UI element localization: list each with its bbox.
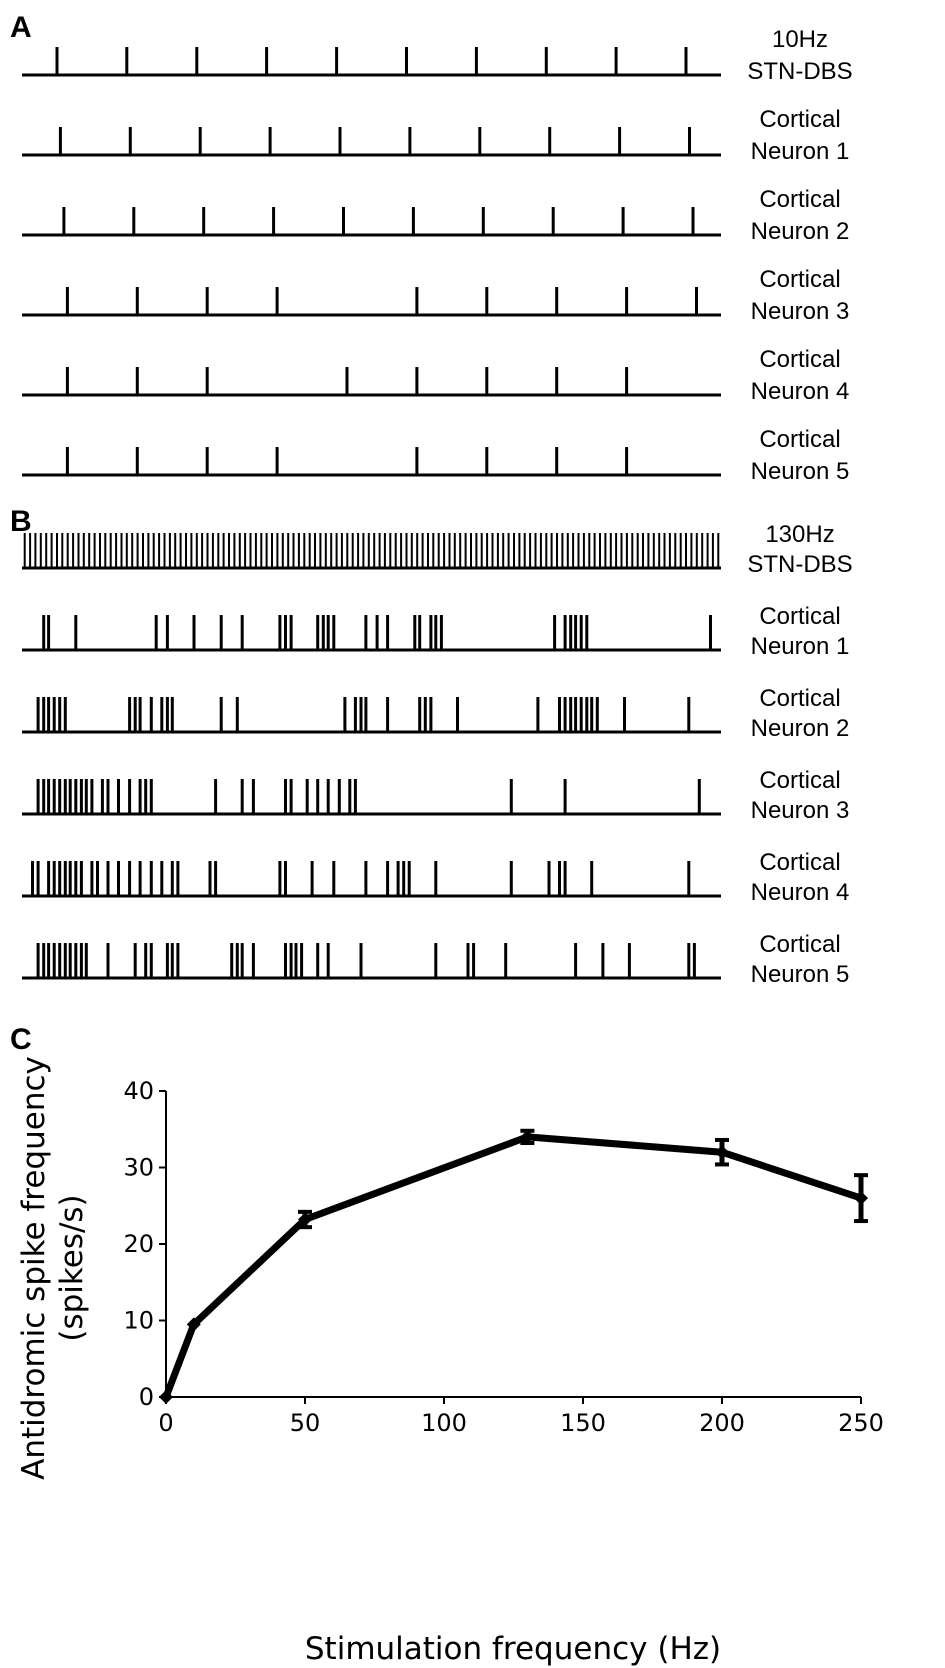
panel-c: C 0 10 20 30 40 0 50 100 150 200 250 Stimulation … bbox=[10, 1023, 884, 1667]
line-plot: 0 10 20 30 40 0 50 100 150 200 250 Stimulation fr… bbox=[16, 1056, 884, 1667]
y-tick-label: 40 bbox=[123, 1077, 154, 1105]
raster-row: Cortical Neuron 3 bbox=[22, 767, 849, 824]
raster-a: 10Hz STN-DBS Cortical Neuron 1 Cortical … bbox=[22, 26, 853, 485]
raster-row-spikes bbox=[23, 533, 720, 568]
raster-row-spikes bbox=[31, 861, 691, 896]
raster-row: Cortical Neuron 1 bbox=[22, 106, 849, 165]
x-tick-label: 50 bbox=[290, 1409, 321, 1437]
raster-row-spikes bbox=[58, 127, 691, 155]
y-axis-title-line-2: (spikes/s) bbox=[54, 1194, 90, 1341]
row-label-line-2: Neuron 2 bbox=[751, 218, 850, 245]
row-label-line-2: Neuron 1 bbox=[751, 633, 850, 660]
row-label-line-1: Cortical bbox=[759, 603, 840, 630]
x-tick-label: 250 bbox=[838, 1409, 884, 1437]
raster-row: 130Hz STN-DBS bbox=[22, 521, 853, 578]
raster-row-spikes bbox=[62, 207, 695, 235]
raster-row: Cortical Neuron 5 bbox=[22, 931, 849, 988]
row-label-line-2: STN-DBS bbox=[747, 58, 852, 85]
y-tick-label: 0 bbox=[139, 1383, 154, 1411]
raster-row: Cortical Neuron 5 bbox=[22, 426, 849, 485]
x-tick-label: 200 bbox=[699, 1409, 745, 1437]
panel-b-letter: B bbox=[10, 505, 32, 538]
raster-row: 10Hz STN-DBS bbox=[22, 26, 853, 85]
raster-row-spikes bbox=[36, 697, 691, 732]
row-label-line-1: Cortical bbox=[759, 346, 840, 373]
row-label-line-1: 130Hz bbox=[765, 521, 834, 548]
raster-row-spikes bbox=[36, 779, 701, 814]
x-tick-label: 150 bbox=[560, 1409, 606, 1437]
data-point bbox=[520, 1129, 535, 1144]
row-label-line-2: Neuron 5 bbox=[751, 961, 850, 988]
raster-row: Cortical Neuron 1 bbox=[22, 603, 849, 660]
x-ticks: 0 50 100 150 200 250 bbox=[158, 1397, 884, 1437]
data-point bbox=[298, 1212, 312, 1227]
y-tick-label: 30 bbox=[123, 1154, 154, 1182]
panel-c-letter: C bbox=[10, 1023, 32, 1056]
data-point bbox=[854, 1191, 868, 1206]
raster-row: Cortical Neuron 4 bbox=[22, 849, 849, 906]
raster-row: Cortical Neuron 2 bbox=[22, 186, 849, 245]
row-label-line-2: Neuron 4 bbox=[751, 378, 850, 405]
raster-row: Cortical Neuron 3 bbox=[22, 266, 849, 325]
row-label-line-1: 10Hz bbox=[772, 26, 828, 53]
row-label-line-1: Cortical bbox=[759, 186, 840, 213]
data-point bbox=[186, 1317, 201, 1332]
data-point bbox=[159, 1390, 173, 1404]
row-label-line-1: Cortical bbox=[759, 767, 840, 794]
y-ticks: 0 10 20 30 40 bbox=[123, 1077, 166, 1411]
raster-b: 130Hz STN-DBS Cortical Neuron 1 Cortical… bbox=[22, 521, 853, 988]
raster-row-spikes bbox=[65, 447, 629, 475]
row-label-line-2: STN-DBS bbox=[747, 551, 852, 578]
row-label-line-2: Neuron 1 bbox=[751, 138, 850, 165]
error-bars bbox=[298, 1128, 868, 1230]
y-tick-label: 10 bbox=[123, 1307, 154, 1335]
row-label-line-2: Neuron 3 bbox=[751, 298, 850, 325]
raster-row: Cortical Neuron 2 bbox=[22, 685, 849, 742]
series-line bbox=[162, 1133, 863, 1399]
row-label-line-1: Cortical bbox=[759, 849, 840, 876]
x-tick-label: 100 bbox=[421, 1409, 467, 1437]
row-label-line-1: Cortical bbox=[759, 931, 840, 958]
row-label-line-2: Neuron 3 bbox=[751, 797, 850, 824]
row-label-line-2: Neuron 5 bbox=[751, 458, 850, 485]
row-label-line-2: Neuron 4 bbox=[751, 879, 850, 906]
raster-row-spikes bbox=[55, 47, 688, 75]
row-label-line-1: Cortical bbox=[759, 266, 840, 293]
row-label-line-1: Cortical bbox=[759, 106, 840, 133]
data-point bbox=[715, 1145, 729, 1160]
row-label-line-1: Cortical bbox=[759, 685, 840, 712]
row-label-line-1: Cortical bbox=[759, 426, 840, 453]
data-points bbox=[159, 1129, 868, 1404]
y-axis-title: Antidromic spike frequency (spikes/s) bbox=[16, 1056, 90, 1480]
raster-row-spikes bbox=[65, 287, 698, 315]
panel-a-letter: A bbox=[10, 11, 32, 44]
panel-a: A 10Hz STN-DBS Cortical Neuron 1 Cortica… bbox=[10, 11, 853, 485]
x-axis-title: Stimulation frequency (Hz) bbox=[305, 1631, 721, 1667]
row-label-line-2: Neuron 2 bbox=[751, 715, 850, 742]
y-tick-label: 20 bbox=[123, 1230, 154, 1258]
raster-row-spikes bbox=[36, 943, 696, 978]
raster-row-spikes bbox=[65, 367, 629, 395]
y-axis-title-line-1: Antidromic spike frequency bbox=[16, 1056, 52, 1480]
panel-b: B 130Hz STN-DBS Cortical Neuron 1 Cortic… bbox=[10, 505, 853, 988]
x-tick-label: 0 bbox=[158, 1409, 173, 1437]
raster-row: Cortical Neuron 4 bbox=[22, 346, 849, 405]
raster-row-spikes bbox=[42, 615, 712, 650]
